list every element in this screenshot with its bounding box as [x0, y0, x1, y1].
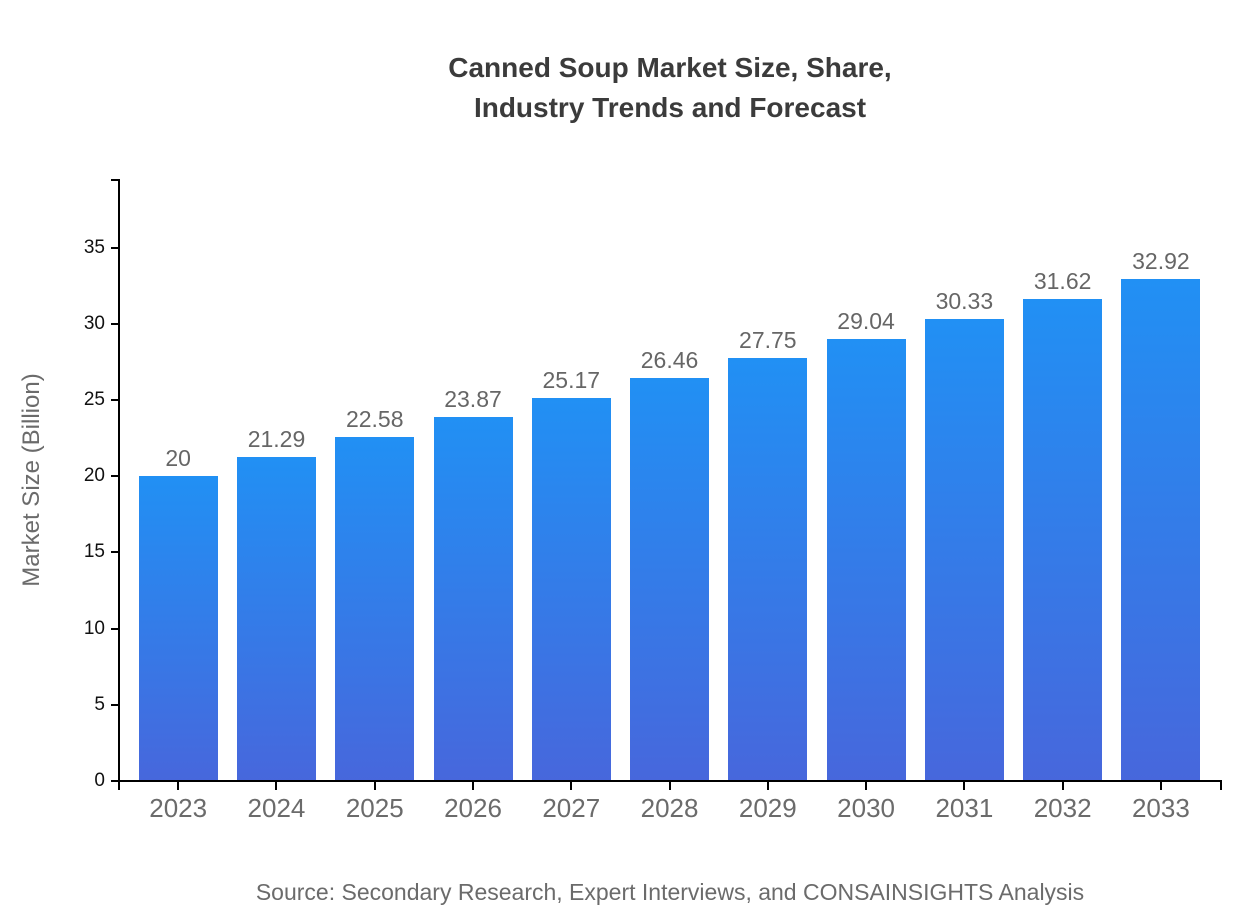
bar [826, 338, 906, 781]
x-tick-label: 2024 [247, 793, 306, 823]
x-axis-right-cap [1220, 781, 1222, 790]
y-axis-line [118, 179, 120, 790]
y-axis-top-cap [111, 179, 119, 181]
bar [335, 437, 415, 781]
bar [138, 476, 218, 781]
bar [531, 397, 611, 781]
bar [433, 417, 513, 781]
bar-value-label: 31.62 [1033, 268, 1092, 295]
bar-value-label: 25.17 [542, 366, 601, 393]
bar-value-label: 22.58 [345, 406, 404, 433]
x-tick-label: 2032 [1033, 793, 1092, 823]
bar-value-label: 20 [165, 445, 191, 472]
x-tick-label: 2028 [640, 793, 699, 823]
x-tick-label: 2026 [444, 793, 502, 823]
bar-value-label: 27.75 [739, 327, 797, 354]
bar [630, 377, 710, 781]
bar [1121, 279, 1201, 781]
y-tick [111, 246, 119, 249]
bar-value-label: 29.04 [837, 307, 895, 334]
chart-title-line2: Industry Trends and Forecast [473, 92, 867, 123]
x-tick-label: 2025 [345, 793, 404, 823]
x-tick-label: 2031 [935, 793, 994, 823]
bar-value-label: 30.33 [935, 287, 994, 314]
x-tick [373, 781, 376, 790]
x-tick-label: 2023 [149, 793, 208, 823]
y-tick-label: 5 [94, 693, 105, 715]
bar [924, 318, 1004, 781]
x-tick [1159, 781, 1162, 790]
x-tick [963, 781, 966, 790]
x-axis-line [118, 780, 1222, 782]
x-tick-label: 2029 [738, 793, 797, 823]
y-tick-label: 30 [83, 312, 105, 334]
y-tick-label: 35 [83, 236, 105, 258]
x-tick [275, 781, 278, 790]
y-tick [111, 780, 119, 782]
y-tick-label: 0 [94, 770, 105, 791]
source-caption: Source: Secondary Research, Expert Inter… [255, 879, 1085, 905]
x-tick [766, 781, 769, 790]
x-tick-label: 2033 [1131, 793, 1190, 823]
chart-title-line1: Canned Soup Market Size, Share, [448, 52, 892, 83]
y-tick-label: 15 [83, 541, 105, 563]
y-tick-label: 20 [83, 465, 105, 487]
y-tick [111, 475, 119, 478]
y-tick [111, 627, 119, 630]
y-tick [111, 322, 119, 325]
x-tick [865, 781, 868, 790]
bar [728, 358, 808, 781]
y-tick [111, 551, 119, 554]
x-tick [668, 781, 671, 790]
chart-title: Canned Soup Market Size, Share, Industry… [119, 48, 1221, 128]
x-tick-label: 2027 [542, 793, 601, 823]
y-tick [111, 703, 119, 706]
x-tick [1061, 781, 1064, 790]
bar-value-label: 21.29 [247, 425, 306, 452]
x-tick [177, 781, 180, 790]
x-tick-label: 2030 [837, 793, 895, 823]
bar [1023, 299, 1103, 781]
bar-value-label: 26.46 [640, 346, 699, 373]
x-tick [472, 781, 474, 790]
bar-value-label: 23.87 [444, 386, 502, 413]
x-tick [570, 781, 573, 790]
y-tick-label: 10 [83, 617, 105, 639]
y-tick [111, 399, 119, 402]
y-tick-label: 25 [83, 389, 105, 411]
bar [236, 456, 316, 781]
bar-value-label: 32.92 [1132, 248, 1190, 275]
